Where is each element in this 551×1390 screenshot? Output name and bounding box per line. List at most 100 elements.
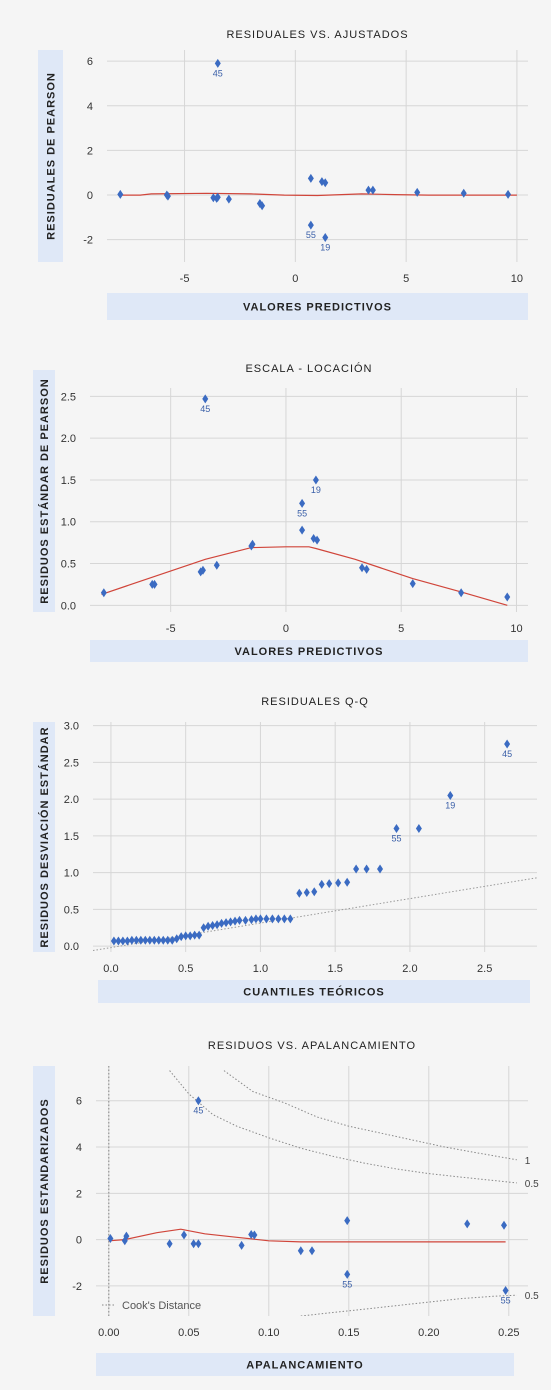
y-axis-label: RESIDUOS DESVIACIÓN ESTÁNDAR [38, 726, 51, 947]
plot-area [107, 1066, 517, 1316]
data-point [214, 58, 221, 68]
plot-area [93, 739, 537, 952]
data-point [100, 588, 107, 598]
data-point [344, 877, 351, 887]
y-tick-label: 4 [87, 101, 93, 113]
data-point [137, 935, 144, 945]
data-point [505, 189, 512, 199]
data-point [128, 935, 135, 945]
point-label: 55 [297, 508, 307, 518]
y-axis-label: RESIDUOS ESTÁNDAR DE PEARSON [38, 378, 51, 603]
point-label: 19 [320, 242, 330, 252]
data-point [299, 525, 306, 535]
y-tick-label: 1.5 [61, 475, 76, 487]
point-label: 55 [342, 1279, 352, 1289]
chart-panel-3: RESIDUALES Q-Q CUANTILES TEÓRICOS RESIDUOS… [33, 696, 537, 1003]
point-label: 55 [306, 230, 316, 240]
data-point [344, 1269, 351, 1279]
data-point [169, 935, 176, 945]
data-point [110, 936, 117, 946]
data-point [142, 935, 149, 945]
data-point [335, 878, 342, 888]
x-tick-label: 0.25 [498, 1327, 519, 1339]
data-point [369, 185, 376, 195]
y-tick-label: 1.0 [61, 517, 76, 529]
y-tick-label: 1.5 [64, 831, 79, 843]
data-point [151, 579, 158, 589]
data-point [309, 1246, 315, 1256]
data-point [363, 564, 370, 574]
data-point [414, 187, 421, 197]
x-tick-label: 0.15 [338, 1327, 359, 1339]
x-axis-label-band [98, 980, 530, 1003]
data-point [205, 921, 212, 931]
x-axis-label: VALORES PREDICTIVOS [243, 302, 392, 314]
cook-distance-curve-1 [223, 1070, 517, 1161]
chart-title: RESIDUALES VS. AJUSTADOS [226, 29, 408, 41]
data-point [281, 914, 288, 924]
x-tick-label: -5 [180, 273, 190, 285]
data-point [213, 560, 220, 570]
y-tick-label: 0 [76, 1235, 82, 1247]
data-point [460, 188, 467, 198]
x-tick-label: 1.5 [328, 963, 343, 975]
data-point [133, 935, 140, 945]
data-point [190, 1239, 197, 1249]
x-axis-label-band [96, 1353, 514, 1376]
data-point [196, 930, 203, 940]
data-point [164, 935, 171, 945]
point-label: 19 [445, 800, 455, 810]
data-point [359, 563, 366, 573]
data-point [303, 887, 310, 897]
data-point [322, 232, 329, 242]
y-tick-label: 2.5 [61, 391, 76, 403]
data-point [236, 915, 243, 925]
data-point [187, 931, 194, 941]
data-point [326, 879, 333, 889]
data-point [458, 588, 465, 598]
x-tick-label: 0.00 [98, 1327, 119, 1339]
y-tick-label: 2 [76, 1188, 82, 1200]
y-axis-label-band [38, 50, 63, 262]
data-point [318, 879, 325, 889]
y-tick-label: 0.0 [64, 941, 79, 953]
x-tick-label: 0.10 [258, 1327, 279, 1339]
data-point [307, 220, 314, 230]
point-label: 45 [502, 749, 512, 759]
data-point [287, 914, 294, 924]
data-point [164, 191, 171, 201]
cook-level-label: 1 [525, 1156, 531, 1167]
data-point [263, 914, 270, 924]
data-point [257, 914, 264, 924]
data-point [119, 936, 126, 946]
data-point [195, 1096, 202, 1106]
data-point [181, 1230, 187, 1240]
data-point [214, 192, 221, 202]
data-point [415, 824, 422, 834]
data-point [225, 194, 232, 204]
y-axis-label-band [33, 1066, 55, 1316]
chart-panel-2: ESCALA - LOCACIÓN VALORES PREDICTIVOS RESI… [33, 362, 528, 662]
data-point [501, 1220, 507, 1230]
data-point [447, 790, 454, 800]
data-point [227, 917, 234, 927]
data-point [248, 915, 255, 925]
point-label: 55 [391, 834, 401, 844]
y-tick-label: -2 [72, 1281, 82, 1293]
y-axis-label: RESIDUALES DE PEARSON [46, 72, 58, 240]
data-point [314, 535, 321, 545]
data-point [117, 189, 124, 199]
chart-panel-4: RESIDUOS VS. APALANCAMIENTO APALANCAMIENT… [33, 1040, 539, 1376]
chart-title: ESCALA - LOCACIÓN [245, 362, 372, 375]
data-point [182, 931, 189, 941]
data-point [322, 178, 329, 188]
y-tick-label: 0.5 [64, 904, 79, 916]
y-tick-label: 2.5 [64, 757, 79, 769]
data-point [123, 1231, 130, 1241]
point-label: 45 [200, 404, 210, 414]
chart-panel-1: RESIDUALES VS. AJUSTADOS VALORES PREDICTI… [38, 29, 528, 320]
x-tick-label: 0.20 [418, 1327, 439, 1339]
data-point [209, 921, 216, 931]
y-tick-label: 2.0 [64, 794, 79, 806]
chart-title: RESIDUALES Q-Q [261, 696, 369, 708]
